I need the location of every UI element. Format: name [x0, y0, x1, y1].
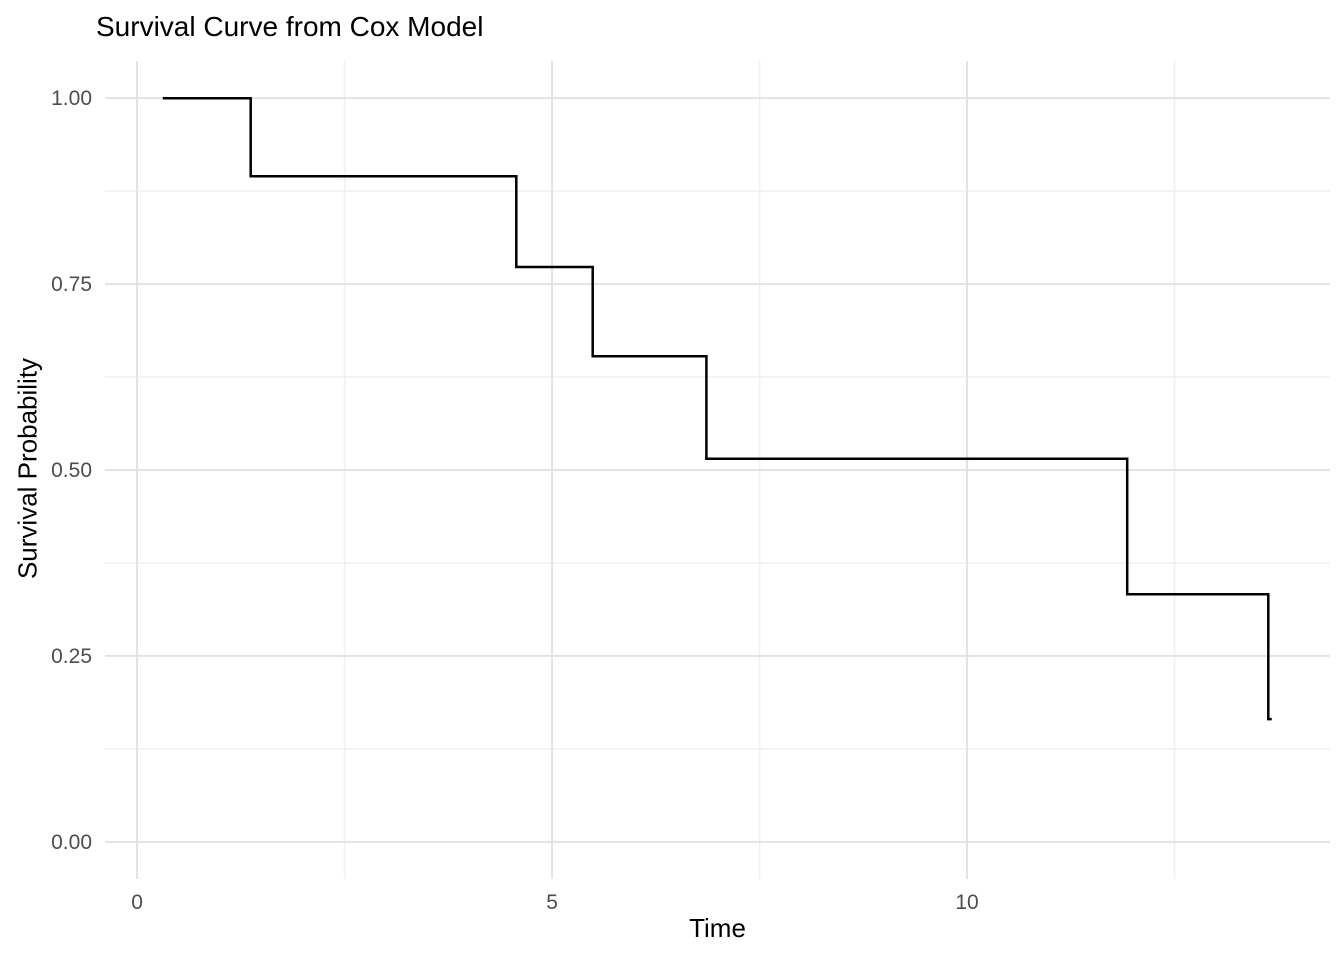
- y-tick-label: 1.00: [51, 87, 92, 110]
- survival-step-curve: [162, 96, 1272, 721]
- y-tick-label: 0.50: [51, 459, 92, 482]
- y-axis-title: Survival Probability: [12, 357, 43, 580]
- y-tick-label: 0.00: [51, 831, 92, 854]
- x-tick-label: 5: [546, 891, 558, 914]
- x-tick-label: 0: [131, 891, 143, 914]
- y-tick-label: 0.75: [51, 273, 92, 296]
- x-tick-label: 10: [955, 891, 978, 914]
- x-axis-title: Time: [689, 913, 746, 943]
- y-tick-label: 0.25: [51, 645, 92, 668]
- chart-title: Survival Curve from Cox Model: [96, 11, 484, 42]
